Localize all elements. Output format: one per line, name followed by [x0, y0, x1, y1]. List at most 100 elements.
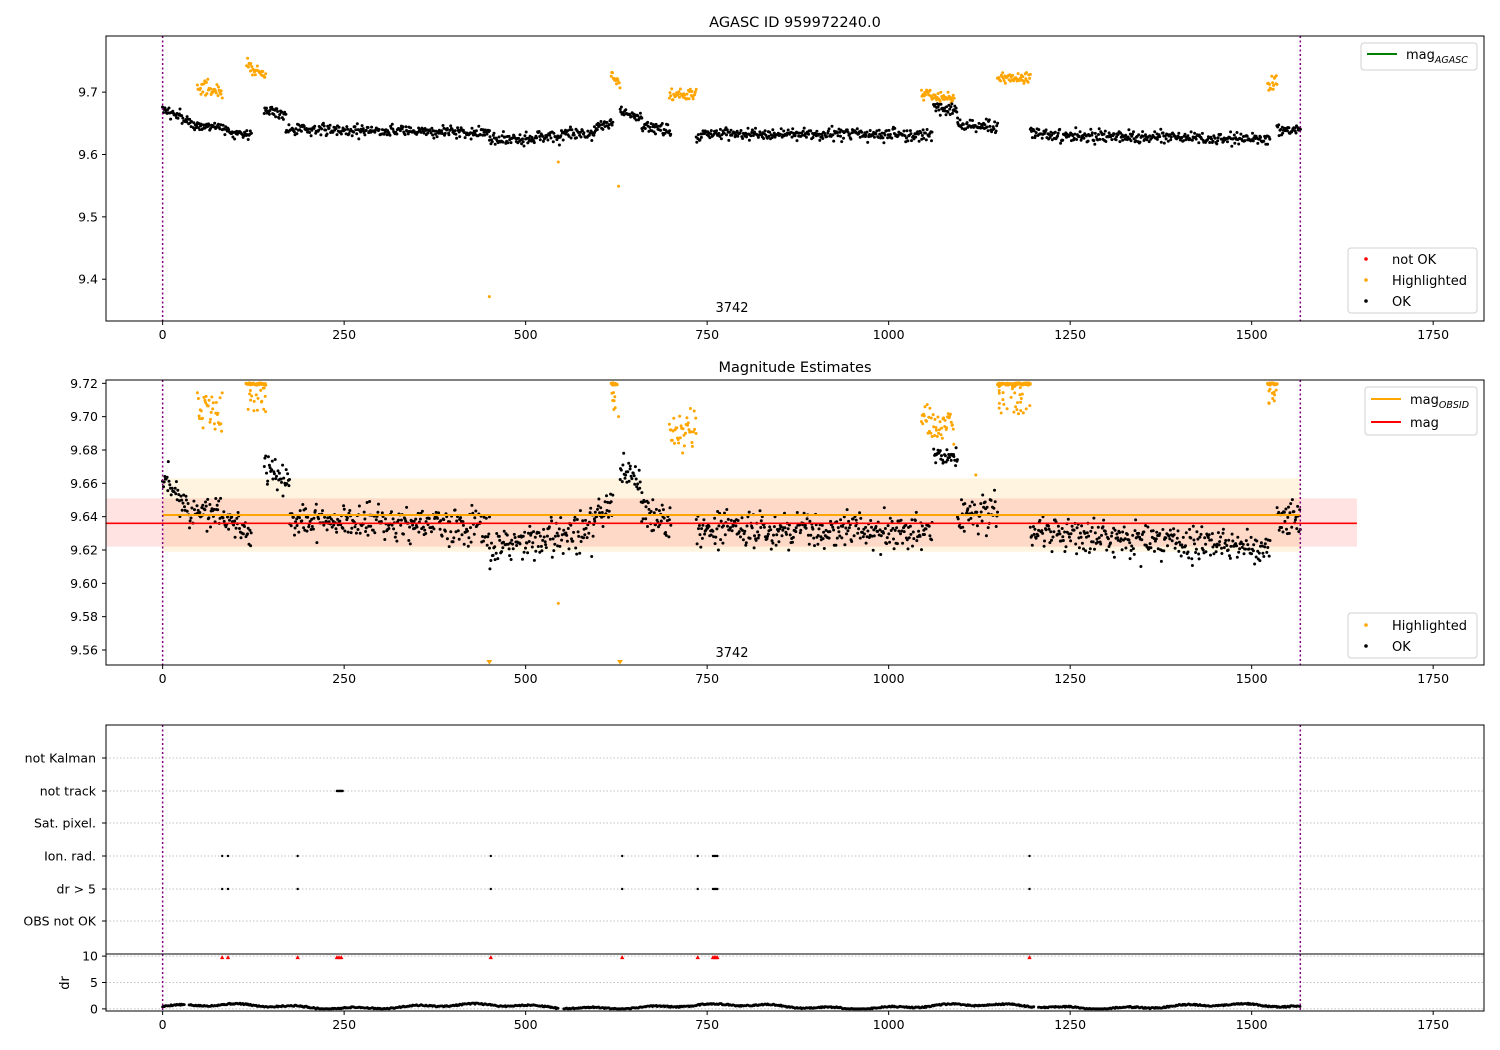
ok-point [843, 543, 847, 547]
ok-point [1210, 532, 1214, 536]
ok-point [582, 131, 586, 135]
ok-point [1287, 505, 1290, 509]
highlighted-point [254, 393, 258, 397]
ok-point [637, 468, 641, 472]
ok-point [1209, 538, 1213, 542]
ok-point [1295, 527, 1299, 531]
ok-point [836, 134, 840, 138]
ok-point [961, 525, 965, 529]
ok-point [1033, 134, 1037, 138]
ok-point [1077, 546, 1081, 550]
highlighted-point [1021, 411, 1025, 415]
ok-point [561, 138, 565, 142]
ok-point [246, 532, 249, 536]
ok-point [1224, 539, 1228, 542]
ok-point [287, 123, 291, 127]
highlighted-point [1001, 76, 1005, 80]
dr-axis-label: dr [58, 976, 73, 990]
ok-point [331, 130, 335, 134]
highlighted-point [1274, 388, 1278, 392]
ok-point [500, 550, 504, 554]
estimates-legend-top: magOBSID mag [1364, 386, 1478, 436]
ok-point [543, 540, 547, 544]
flag-point [489, 854, 492, 858]
estimates-ytick-label: 9.56 [70, 643, 98, 658]
ok-point [943, 454, 947, 458]
ok-point [1099, 542, 1103, 546]
ok-point [976, 532, 980, 536]
ok-point [791, 127, 795, 131]
ok-point [840, 536, 844, 540]
ok-point [980, 519, 984, 523]
ok-point [920, 524, 924, 528]
ok-point [243, 525, 246, 528]
ok-point [707, 524, 711, 528]
ok-point [878, 528, 882, 532]
ok-point [793, 134, 797, 138]
ok-point [966, 507, 970, 511]
ok-point [1215, 142, 1219, 146]
ok-point [949, 105, 953, 109]
ok-point [1260, 544, 1264, 548]
ok-point [451, 540, 455, 544]
ok-point [213, 121, 217, 125]
ok-point [750, 526, 754, 530]
ok-point [266, 479, 270, 483]
ok-point [206, 497, 210, 501]
agasc-xtick-label: 250 [332, 327, 356, 342]
flag-point [226, 887, 230, 891]
ok-point [1207, 533, 1211, 537]
ok-point [888, 133, 892, 136]
ok-point [1078, 531, 1082, 535]
ok-point [509, 558, 513, 561]
ok-point [1256, 141, 1260, 145]
ok-point [232, 523, 236, 527]
dr-ytick-label: 0 [90, 1001, 98, 1016]
highlighted-point [1274, 74, 1278, 78]
ok-point [1118, 531, 1122, 534]
ok-point [924, 527, 928, 531]
ok-point [1053, 130, 1057, 134]
ok-point [730, 529, 734, 533]
ok-point [484, 516, 488, 520]
ok-point [709, 533, 713, 537]
highlighted-point [1268, 387, 1272, 391]
legend-label-not-ok: not OK [1392, 253, 1437, 268]
ok-point [507, 134, 511, 138]
ok-point [801, 129, 805, 133]
ok-point [1050, 538, 1053, 542]
ok-point [909, 132, 913, 136]
ok-point [744, 543, 748, 547]
ok-point [729, 518, 733, 522]
highlighted-point [1021, 75, 1025, 79]
highlighted-point [256, 396, 260, 400]
ok-point [638, 111, 642, 115]
ok-point [1175, 536, 1179, 540]
highlighted-point [262, 407, 266, 411]
ok-point [758, 130, 762, 134]
highlighted-point [1003, 81, 1007, 85]
ok-point [778, 132, 782, 136]
agasc-panel-title: AGASC ID 959972240.0 [709, 15, 881, 31]
flag-point [341, 789, 344, 793]
flag-point [221, 854, 224, 858]
ok-point [758, 509, 762, 513]
ok-point [489, 559, 493, 562]
ok-point [1292, 510, 1296, 514]
ok-point [927, 524, 931, 528]
ok-point [756, 530, 760, 534]
ok-point [1251, 131, 1254, 135]
ok-point [1075, 552, 1079, 556]
ok-point [1043, 539, 1046, 543]
highlighted-point [218, 396, 222, 400]
ok-point [1075, 526, 1079, 530]
ok-point [228, 518, 231, 522]
ok-point [1134, 518, 1138, 522]
ok-point [641, 517, 645, 521]
ok-point [712, 535, 716, 539]
ok-point [174, 480, 178, 484]
ok-point [1104, 140, 1108, 143]
ok-point [521, 137, 524, 141]
ok-point [1196, 537, 1200, 541]
